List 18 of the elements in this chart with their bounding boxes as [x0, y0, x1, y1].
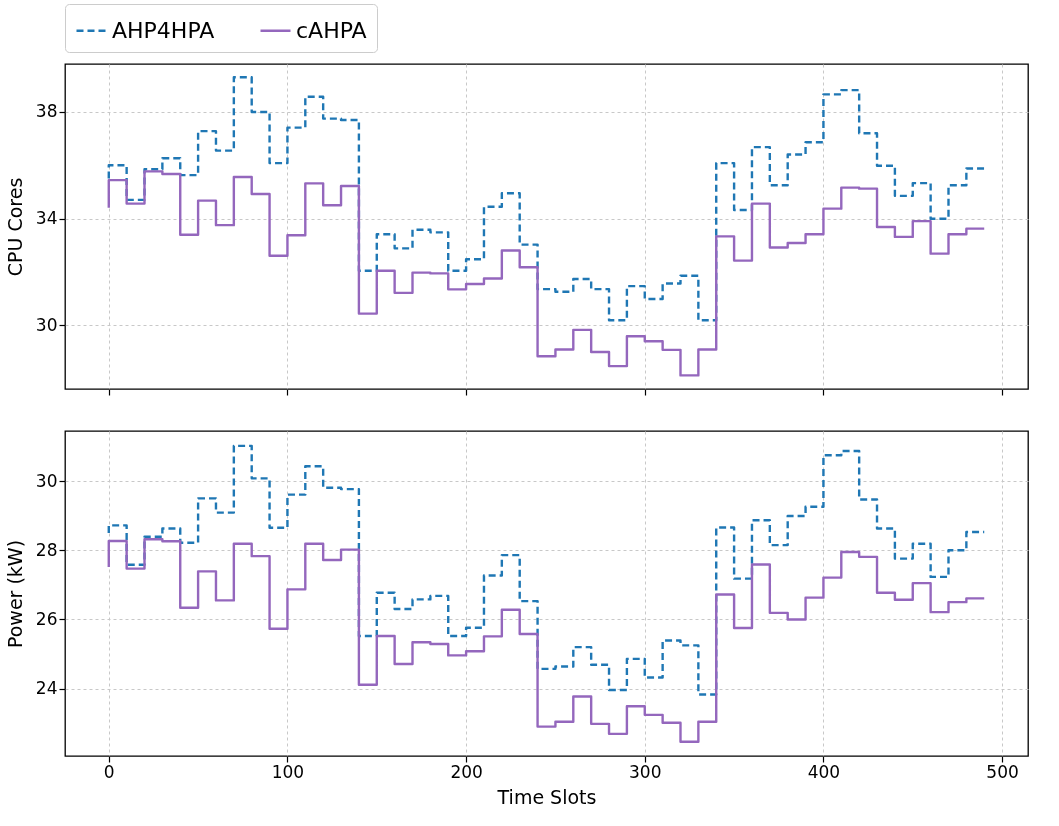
x-tick-label: 100 — [271, 761, 305, 782]
x-tick-label: 200 — [450, 761, 483, 782]
x-tick-label: 300 — [629, 761, 662, 782]
y-axis-title: Power (kW) — [3, 539, 26, 649]
legend-label: cAHPA — [296, 17, 367, 43]
y-tick-label: 24 — [35, 678, 58, 699]
y-tick-label: 26 — [35, 608, 58, 629]
y-axis-title: CPU Cores — [3, 177, 26, 277]
y-tick-label: 28 — [35, 539, 58, 560]
y-tick-label: 34 — [35, 208, 58, 229]
x-tick-label: 0 — [103, 761, 115, 782]
x-axis-title: Time Slots — [496, 785, 597, 808]
y-tick-label: 38 — [35, 101, 58, 122]
legend-label: AHP4HPA — [112, 17, 215, 43]
y-tick-label: 30 — [35, 314, 58, 335]
x-tick-label: 500 — [986, 761, 1019, 782]
y-tick-label: 30 — [35, 470, 58, 491]
x-tick-label: 400 — [807, 761, 841, 782]
